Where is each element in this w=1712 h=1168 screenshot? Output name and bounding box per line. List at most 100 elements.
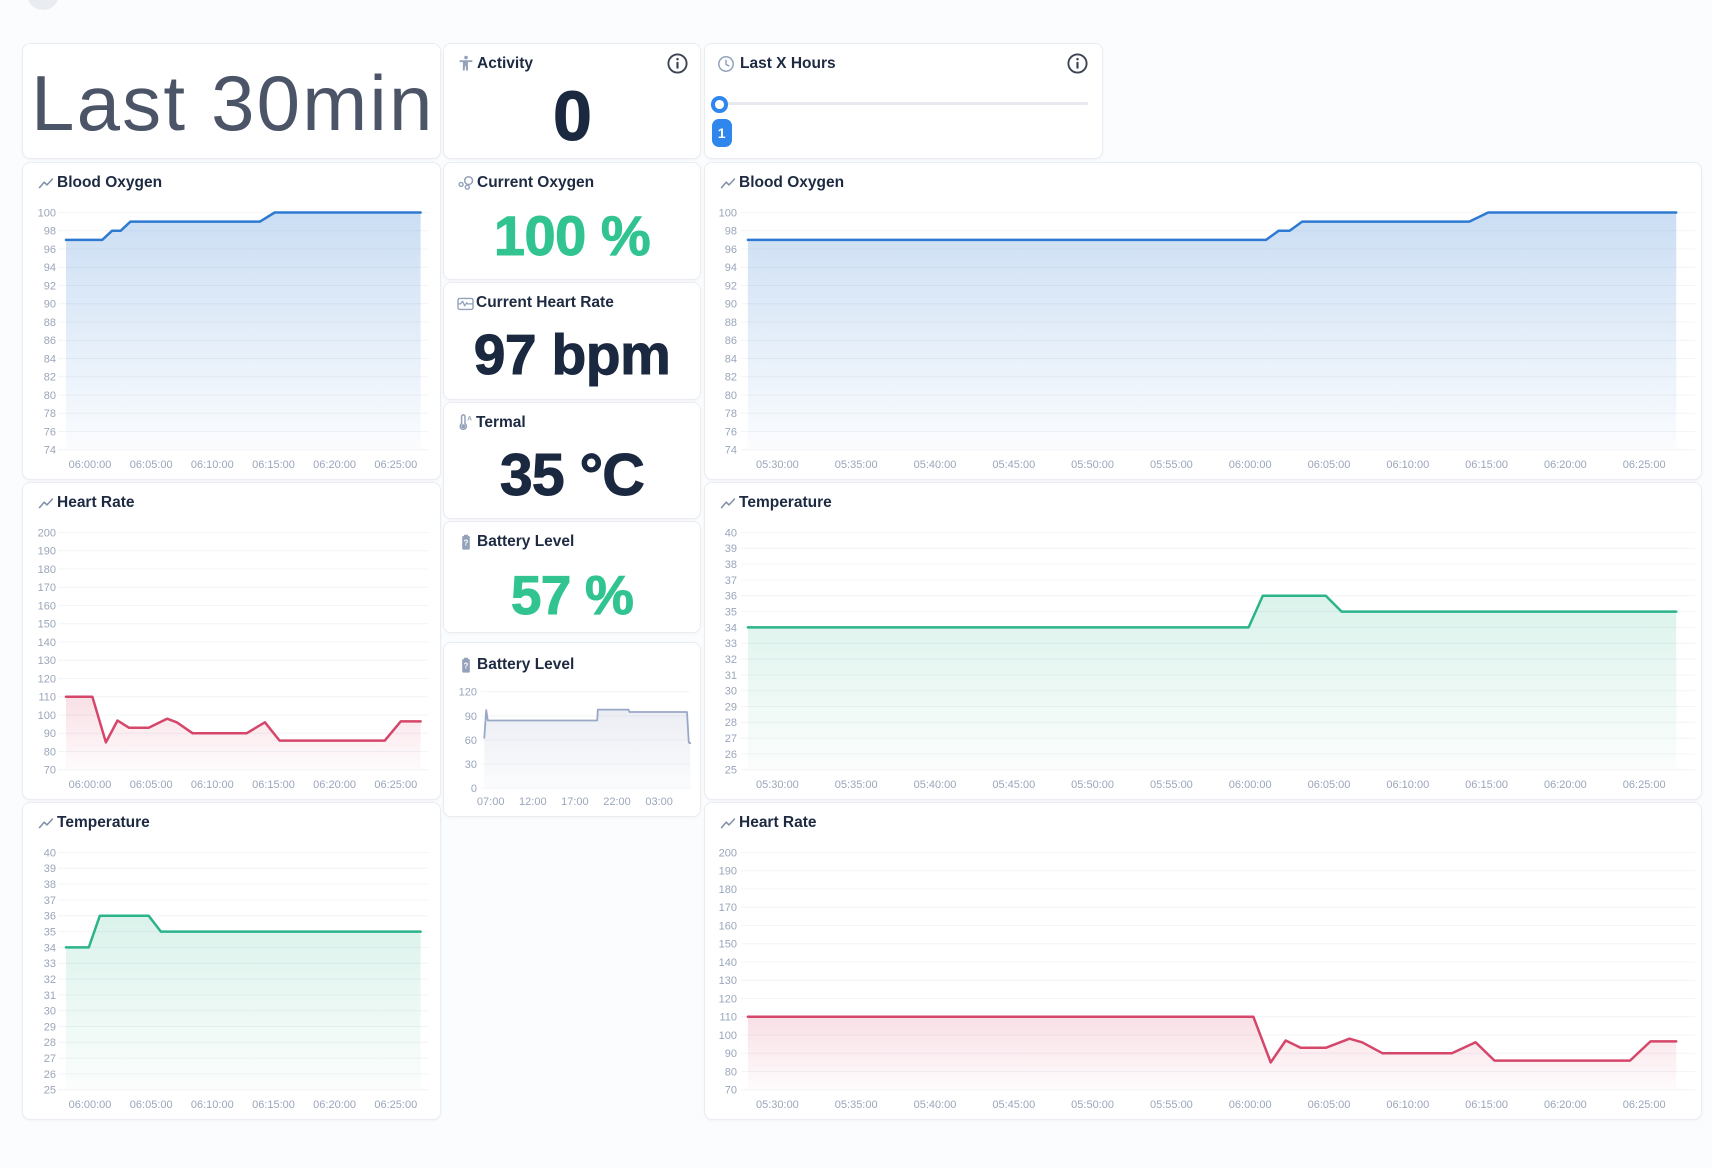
svg-text:25: 25: [44, 1085, 56, 1097]
svg-text:31: 31: [44, 990, 56, 1002]
svg-text:?: ?: [464, 661, 469, 670]
svg-text:120: 120: [719, 993, 737, 1005]
svg-text:33: 33: [725, 638, 737, 650]
svg-text:06:25:00: 06:25:00: [374, 459, 417, 471]
svg-text:06:20:00: 06:20:00: [313, 1099, 356, 1111]
svg-text:36: 36: [44, 911, 56, 923]
svg-text:92: 92: [725, 280, 737, 292]
svg-text:05:50:00: 05:50:00: [1071, 1099, 1114, 1111]
svg-text:120: 120: [38, 673, 56, 685]
svg-text:88: 88: [725, 317, 737, 329]
svg-text:06:15:00: 06:15:00: [1465, 459, 1508, 471]
svg-text:74: 74: [44, 445, 56, 457]
svg-text:06:25:00: 06:25:00: [1623, 459, 1666, 471]
svg-text:06:10:00: 06:10:00: [191, 779, 234, 791]
svg-text:90: 90: [725, 1048, 737, 1060]
svg-text:30: 30: [465, 759, 477, 771]
svg-text:A: A: [467, 415, 472, 422]
svg-text:27: 27: [725, 733, 737, 745]
svg-text:37: 37: [725, 575, 737, 587]
svg-text:190: 190: [719, 866, 737, 878]
svg-text:82: 82: [44, 372, 56, 384]
svg-text:31: 31: [725, 670, 737, 682]
svg-text:160: 160: [719, 920, 737, 932]
svg-text:98: 98: [44, 226, 56, 238]
svg-text:06:00:00: 06:00:00: [1229, 459, 1272, 471]
svg-text:170: 170: [719, 902, 737, 914]
svg-text:94: 94: [44, 262, 56, 274]
svg-text:06:05:00: 06:05:00: [1308, 1099, 1351, 1111]
svg-text:90: 90: [44, 728, 56, 740]
svg-text:06:10:00: 06:10:00: [191, 1099, 234, 1111]
svg-text:03:00: 03:00: [645, 796, 673, 808]
svg-text:88: 88: [44, 317, 56, 329]
svg-text:06:20:00: 06:20:00: [1544, 1099, 1587, 1111]
svg-text:200: 200: [719, 847, 737, 859]
svg-text:140: 140: [38, 637, 56, 649]
svg-text:30: 30: [725, 686, 737, 698]
svg-text:140: 140: [719, 957, 737, 969]
svg-text:34: 34: [725, 622, 737, 634]
svg-text:36: 36: [725, 591, 737, 603]
svg-text:29: 29: [725, 701, 737, 713]
svg-text:06:10:00: 06:10:00: [1386, 779, 1429, 791]
svg-text:06:00:00: 06:00:00: [69, 779, 112, 791]
svg-text:06:15:00: 06:15:00: [252, 459, 295, 471]
svg-text:06:15:00: 06:15:00: [1465, 1099, 1508, 1111]
svg-text:06:00:00: 06:00:00: [1229, 1099, 1272, 1111]
svg-text:70: 70: [725, 1085, 737, 1097]
svg-text:70: 70: [44, 765, 56, 777]
svg-text:28: 28: [44, 1037, 56, 1049]
svg-text:180: 180: [38, 564, 56, 576]
svg-text:06:00:00: 06:00:00: [69, 459, 112, 471]
svg-text:82: 82: [725, 372, 737, 384]
svg-text:80: 80: [725, 1066, 737, 1078]
svg-text:05:45:00: 05:45:00: [992, 779, 1035, 791]
svg-text:150: 150: [38, 619, 56, 631]
svg-text:12:00: 12:00: [519, 796, 547, 808]
svg-text:32: 32: [44, 974, 56, 986]
svg-text:38: 38: [725, 559, 737, 571]
svg-text:86: 86: [725, 335, 737, 347]
svg-text:05:45:00: 05:45:00: [992, 1099, 1035, 1111]
svg-text:37: 37: [44, 895, 56, 907]
svg-text:80: 80: [44, 390, 56, 402]
svg-text:32: 32: [725, 654, 737, 666]
svg-text:17:00: 17:00: [561, 796, 589, 808]
svg-text:130: 130: [38, 655, 56, 667]
svg-text:06:00:00: 06:00:00: [1229, 779, 1272, 791]
svg-text:86: 86: [44, 335, 56, 347]
svg-text:06:15:00: 06:15:00: [252, 779, 295, 791]
svg-text:06:10:00: 06:10:00: [1386, 459, 1429, 471]
svg-text:110: 110: [38, 692, 56, 704]
svg-text:90: 90: [44, 299, 56, 311]
svg-text:190: 190: [38, 546, 56, 558]
svg-text:39: 39: [44, 863, 56, 875]
svg-text:30: 30: [44, 1006, 56, 1018]
svg-text:06:10:00: 06:10:00: [1386, 1099, 1429, 1111]
svg-text:05:35:00: 05:35:00: [835, 779, 878, 791]
svg-text:07:00: 07:00: [477, 796, 505, 808]
svg-text:06:20:00: 06:20:00: [313, 779, 356, 791]
svg-text:05:40:00: 05:40:00: [914, 779, 957, 791]
svg-text:27: 27: [44, 1053, 56, 1065]
svg-text:96: 96: [44, 244, 56, 256]
svg-text:25: 25: [725, 765, 737, 777]
svg-text:06:25:00: 06:25:00: [374, 779, 417, 791]
svg-text:39: 39: [725, 543, 737, 555]
svg-text:170: 170: [38, 582, 56, 594]
svg-text:60: 60: [465, 735, 477, 747]
svg-text:110: 110: [719, 1012, 737, 1024]
svg-text:05:40:00: 05:40:00: [914, 1099, 957, 1111]
svg-text:0: 0: [471, 783, 477, 795]
svg-text:76: 76: [44, 426, 56, 438]
svg-text:06:10:00: 06:10:00: [191, 459, 234, 471]
svg-text:40: 40: [725, 527, 737, 539]
svg-text:05:45:00: 05:45:00: [992, 459, 1035, 471]
svg-text:06:05:00: 06:05:00: [1308, 779, 1351, 791]
svg-text:100: 100: [719, 207, 737, 219]
svg-text:06:20:00: 06:20:00: [1544, 779, 1587, 791]
svg-text:100: 100: [38, 207, 56, 219]
svg-text:05:55:00: 05:55:00: [1150, 779, 1193, 791]
svg-text:05:35:00: 05:35:00: [835, 1099, 878, 1111]
